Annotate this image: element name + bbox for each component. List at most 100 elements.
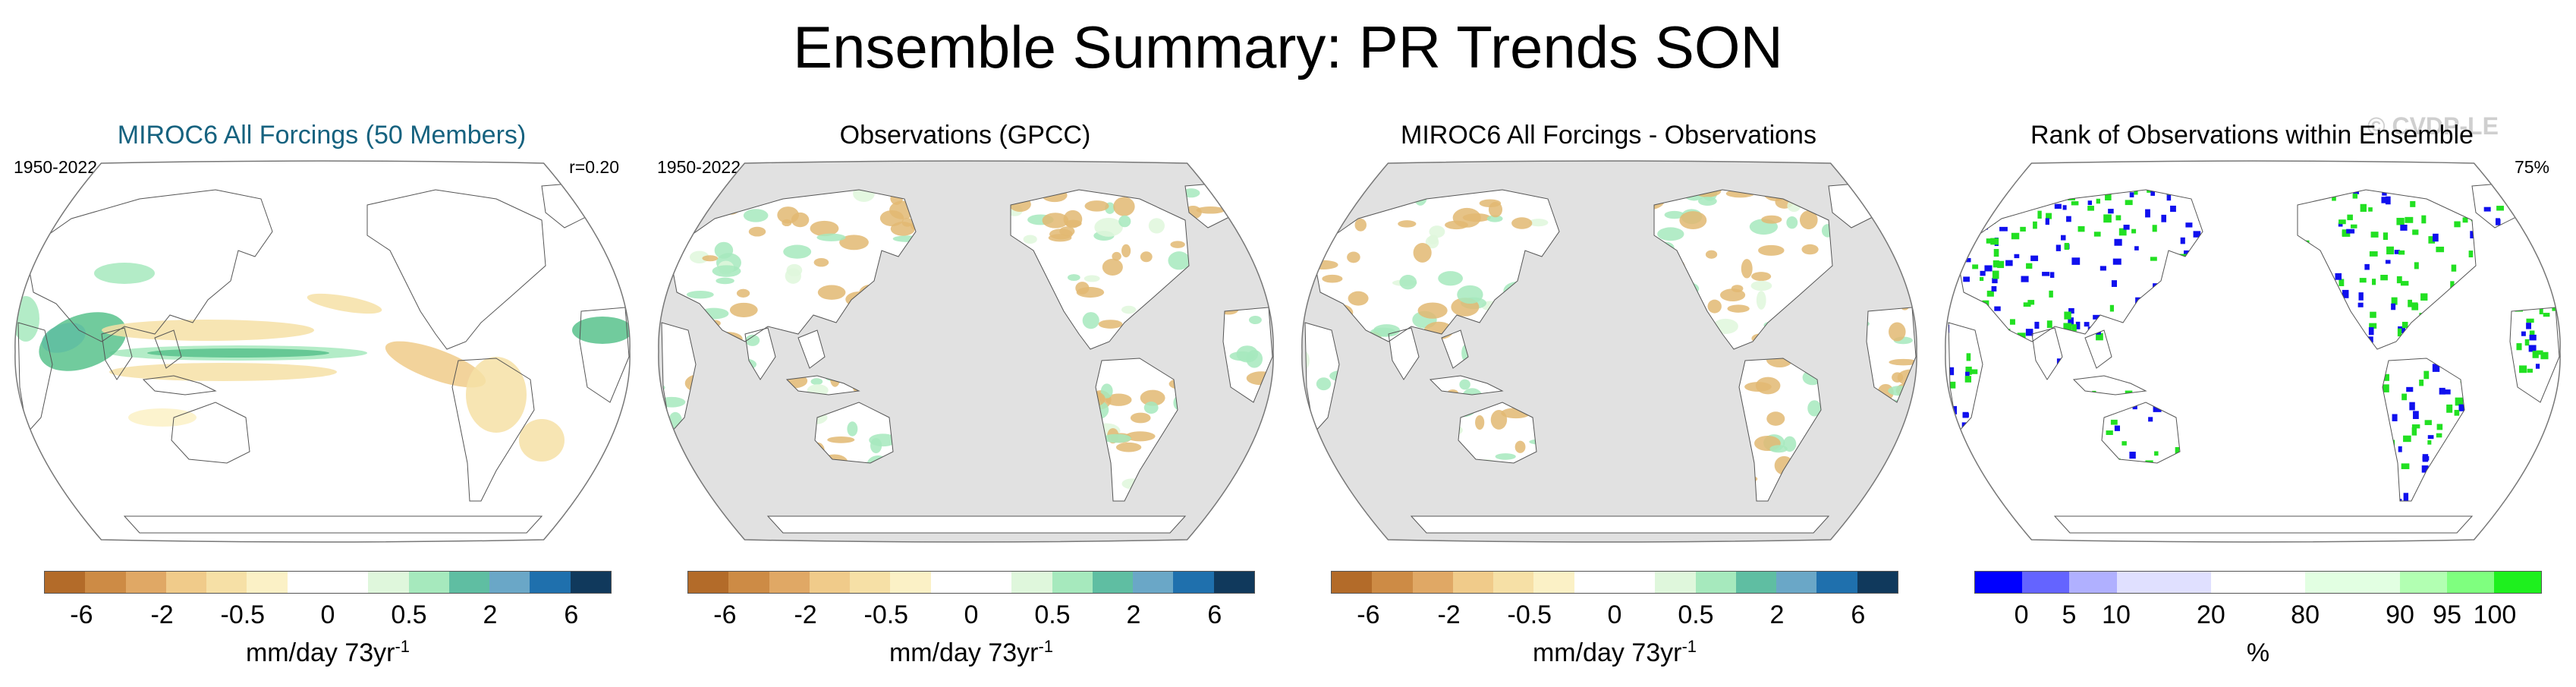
colorbar-swatch (2493, 572, 2542, 593)
trend-field (736, 288, 750, 298)
coastline (101, 327, 133, 380)
trend-field (1305, 245, 1321, 256)
land-region (1739, 358, 1821, 501)
trend-field (816, 233, 846, 241)
trend-field (777, 206, 800, 224)
rank-cell (2145, 209, 2150, 218)
rank-cell (1990, 238, 1999, 245)
rank-cell (2014, 254, 2020, 259)
trend-field (1799, 210, 1818, 230)
rank-cell (2552, 424, 2557, 430)
trend-field (1398, 220, 1417, 228)
rank-cell (2342, 289, 2349, 298)
rank-cell (2338, 222, 2343, 227)
panel-title: Observations (GPCC) (839, 121, 1091, 150)
tick-label: -6 (70, 600, 93, 629)
trend-field (1479, 199, 1502, 208)
map-border (14, 160, 631, 543)
coastline (1738, 358, 1822, 502)
trend-field (1769, 445, 1788, 453)
colorbar-ticks: -6 -2 -0.5 0 0.5 2 6 (687, 600, 1255, 630)
trend-field (1063, 210, 1083, 228)
coastline (25, 189, 273, 342)
trend-field (1148, 218, 1165, 234)
colorbar-swatch (2163, 572, 2211, 593)
tick-label: 0.5 (391, 600, 427, 629)
colorbar-swatch (1574, 572, 1615, 593)
rank-cell (2548, 238, 2555, 243)
trend-field (1897, 222, 1916, 233)
rank-cell (2131, 228, 2137, 234)
rank-cell (2372, 279, 2376, 285)
trend-field (94, 263, 155, 284)
rank-cell (2405, 216, 2414, 223)
coastline (123, 515, 543, 534)
rank-cell (2468, 251, 2474, 258)
rank-cell (1949, 283, 1951, 291)
colorbar (1331, 571, 1898, 594)
rank-cell (2524, 339, 2530, 346)
colorbar-swatch (1213, 572, 1254, 593)
trend-field (1657, 227, 1684, 241)
rank-cell (2519, 365, 2527, 373)
coastline (744, 327, 776, 380)
rank-cell (2134, 246, 2139, 251)
colorbar-units: mm/day 73yr-1 (44, 632, 612, 668)
rank-cell (2068, 317, 2074, 326)
rank-cell (1977, 190, 1983, 195)
units-text: mm/day 73yr (889, 638, 1039, 667)
trend-field (1761, 215, 1782, 224)
colorbar-swatch (489, 572, 530, 593)
rank-cell (2114, 425, 2121, 431)
trend-field (519, 419, 565, 462)
trend-field (1705, 250, 1718, 259)
trend-field (1305, 455, 1318, 466)
watermark: © CVDP-LE (2367, 112, 2499, 140)
rank-cell (1950, 471, 1958, 477)
trend-field (662, 462, 664, 478)
rank-cell (1951, 266, 1957, 273)
colorbar-swatch (2210, 572, 2259, 593)
rank-cell (2436, 433, 2442, 438)
rank-cell (2335, 273, 2342, 280)
trend-field (1452, 207, 1481, 228)
rank-cell (2451, 264, 2457, 272)
trend-field (1315, 449, 1326, 462)
rank-cell (2380, 274, 2388, 281)
trend-field (1900, 203, 1916, 218)
rank-cell (1965, 366, 1972, 375)
colorbar-swatch (850, 572, 891, 593)
rank-cell (2394, 250, 2400, 254)
rank-cell (2106, 430, 2113, 436)
colorbar-swatch (728, 572, 769, 593)
land-region (798, 330, 825, 368)
rank-cell (1986, 238, 1995, 244)
rank-cell (2423, 370, 2430, 380)
rank-cell (2412, 229, 2419, 235)
coastline (661, 322, 697, 434)
trend-field (1883, 468, 1905, 481)
trend-field (1246, 214, 1261, 230)
rank-cell (2427, 435, 2434, 440)
colorbar (44, 571, 612, 594)
tick-label: -6 (713, 600, 737, 629)
rank-cell (2562, 205, 2565, 213)
land-region (26, 190, 272, 342)
rank-cell (2433, 233, 2439, 242)
tick-label: 6 (564, 600, 579, 629)
trend-field (1707, 299, 1722, 314)
rank-cell (2025, 329, 2033, 336)
rank-cell (2382, 373, 2389, 381)
rank-cell (2450, 281, 2455, 288)
rank-cell (1992, 278, 1998, 284)
robinson-map (11, 159, 634, 544)
trend-field (1490, 410, 1508, 430)
trend-field (147, 348, 329, 358)
colorbar-swatch (1372, 572, 1413, 593)
rank-cell (2339, 219, 2346, 225)
rank-cell (2037, 210, 2042, 219)
rank-cell (1997, 260, 2005, 269)
trend-field (1399, 275, 1417, 290)
trend-field (1305, 468, 1332, 484)
rank-cell (2544, 226, 2549, 232)
